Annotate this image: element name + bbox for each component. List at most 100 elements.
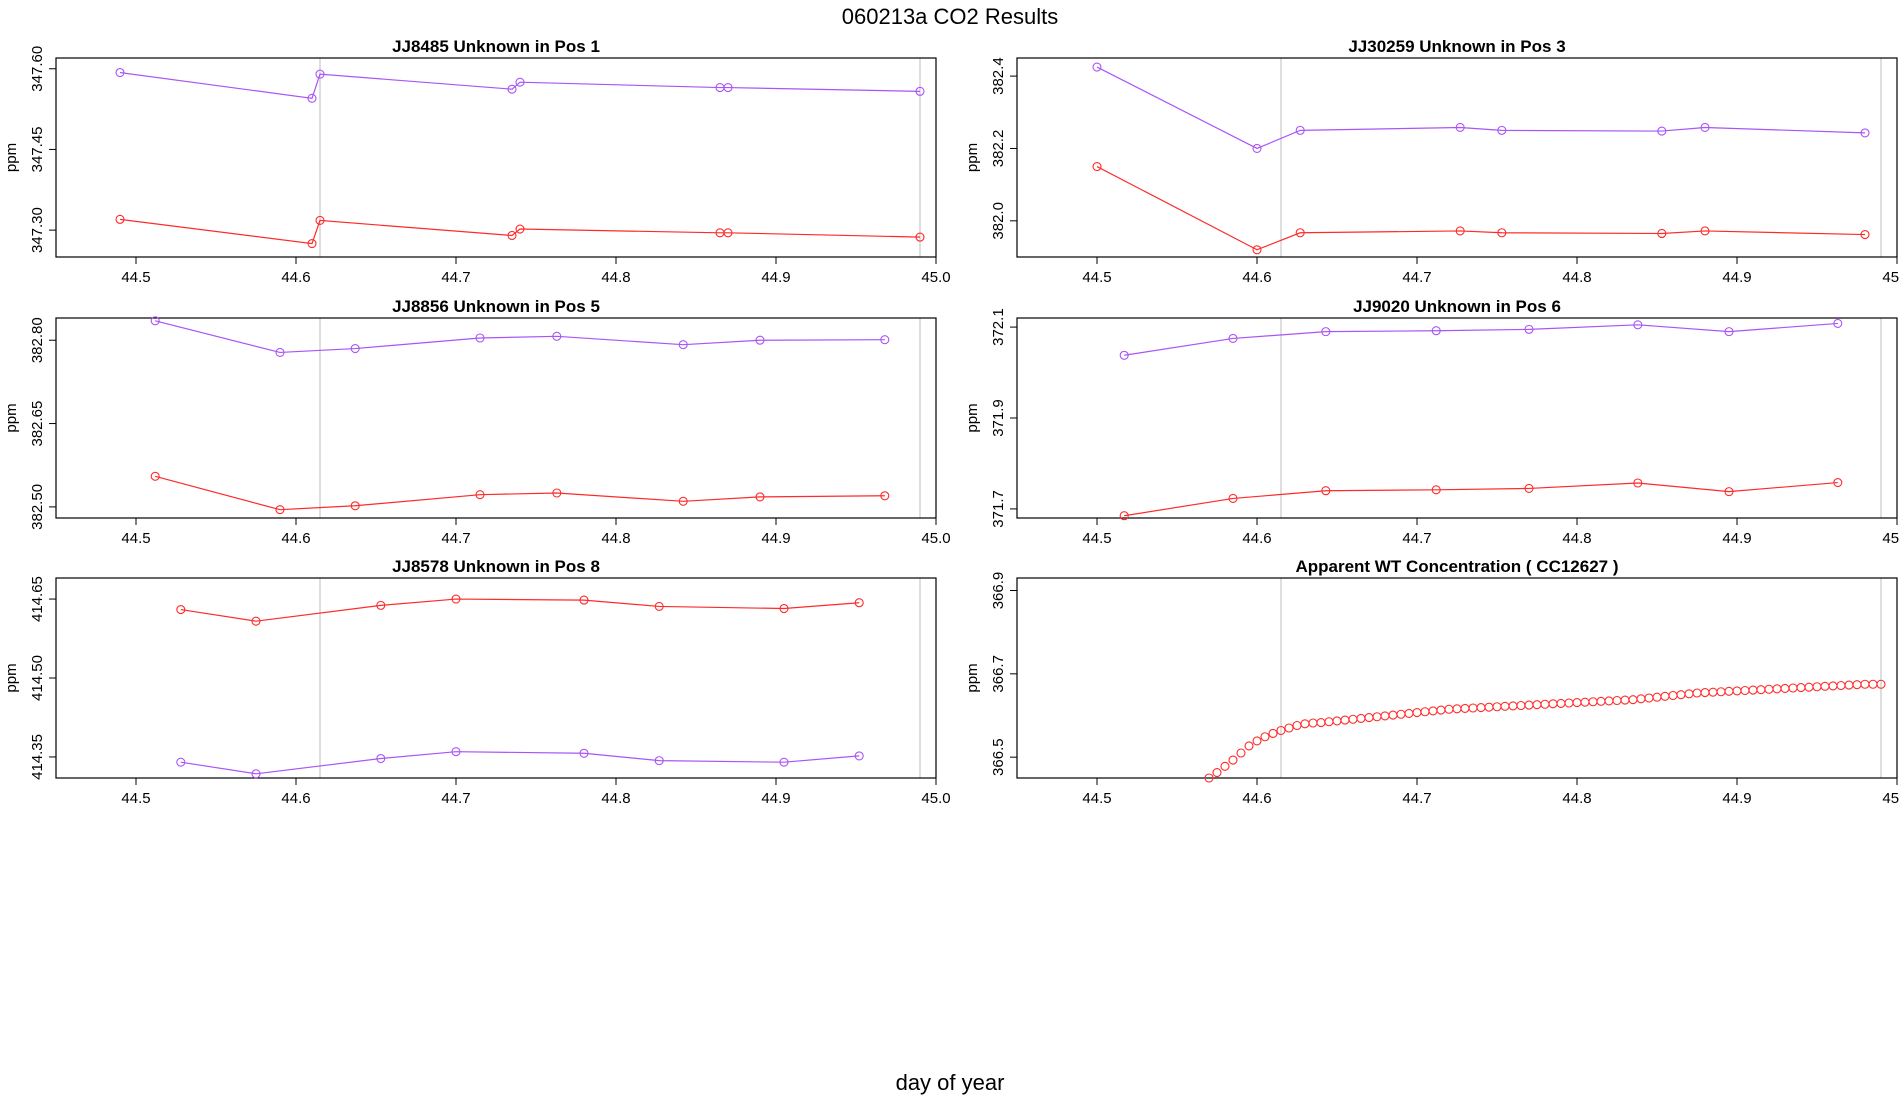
- data-point: [915, 86, 925, 96]
- data-point: [1604, 696, 1614, 706]
- data-point: [854, 598, 864, 608]
- data-point: [1657, 228, 1667, 239]
- x-tick-label: 45.0: [1882, 790, 1900, 807]
- x-tick-label: 45.0: [921, 269, 950, 286]
- series-line: [155, 475, 885, 511]
- data-point: [1812, 682, 1822, 692]
- data-point: [1252, 736, 1262, 746]
- x-tick-label: 44.6: [1242, 530, 1271, 547]
- panel-title: JJ8485 Unknown in Pos 1: [392, 37, 600, 56]
- series-line: [119, 71, 921, 99]
- data-point: [1860, 230, 1870, 240]
- data-point: [678, 340, 688, 350]
- data-point: [1652, 692, 1662, 702]
- data-point: [1460, 703, 1470, 713]
- x-tick-label: 44.7: [1402, 530, 1431, 547]
- data-point: [1300, 719, 1310, 729]
- data-point: [1564, 698, 1574, 708]
- data-point: [1780, 683, 1790, 693]
- series-1: [1119, 318, 1843, 360]
- data-point: [1412, 708, 1422, 718]
- data-point: [451, 594, 461, 604]
- series-2: [150, 471, 890, 515]
- data-point: [115, 214, 125, 224]
- data-point: [1868, 679, 1878, 689]
- data-point: [376, 600, 386, 610]
- data-point: [1431, 326, 1441, 336]
- data-point: [1340, 715, 1350, 725]
- series-2: [115, 214, 925, 249]
- x-tick-label: 44.9: [761, 269, 790, 286]
- data-point: [1796, 683, 1806, 693]
- series-1: [1204, 679, 1886, 783]
- y-tick-label: 382.2: [990, 130, 1007, 168]
- data-point: [1633, 478, 1643, 488]
- data-point: [1852, 680, 1862, 690]
- data-point: [654, 601, 664, 611]
- x-tick-label: 44.7: [441, 790, 470, 807]
- data-point: [1676, 690, 1686, 700]
- x-tick-label: 44.5: [1082, 269, 1111, 286]
- x-tick-label: 44.6: [1242, 269, 1271, 286]
- series-line: [155, 320, 885, 354]
- y-tick-label: 366.5: [990, 738, 1007, 776]
- x-tick-label: 44.7: [441, 269, 470, 286]
- data-point: [880, 491, 890, 501]
- data-point: [1700, 226, 1710, 236]
- series-2: [1119, 477, 1843, 521]
- data-point: [1724, 686, 1734, 696]
- data-point: [1092, 62, 1102, 72]
- data-point: [1455, 122, 1465, 133]
- data-point: [1497, 125, 1507, 135]
- data-point: [1252, 245, 1262, 255]
- chart-panel-3: JJ8856 Unknown in Pos 5 44.5 44.6 44.7 44.8 4…: [3, 297, 951, 547]
- x-tick-label: 44.8: [601, 530, 630, 547]
- data-point: [515, 77, 525, 87]
- data-point: [1596, 696, 1606, 706]
- series-line: [119, 218, 921, 245]
- data-point: [579, 595, 589, 605]
- plot-frame: [1016, 577, 1898, 779]
- data-point: [475, 490, 485, 500]
- data-point: [854, 751, 864, 761]
- data-point: [552, 488, 562, 498]
- series-line: [180, 751, 860, 775]
- panel-title: JJ8856 Unknown in Pos 5: [392, 297, 600, 316]
- data-point: [779, 603, 789, 614]
- data-point: [755, 335, 765, 345]
- data-point: [1476, 703, 1486, 713]
- data-point: [1788, 683, 1798, 693]
- data-point: [275, 505, 285, 515]
- y-tick-label: 414.50: [29, 655, 46, 701]
- data-point: [1212, 768, 1222, 778]
- data-point: [1508, 701, 1518, 711]
- series-line: [180, 598, 860, 622]
- data-point: [880, 335, 890, 345]
- data-point: [1420, 707, 1430, 717]
- data-point: [115, 67, 125, 78]
- data-point: [1228, 333, 1238, 344]
- data-point: [1396, 709, 1406, 719]
- data-point: [1268, 728, 1278, 738]
- data-point: [755, 492, 765, 502]
- data-point: [1572, 698, 1582, 708]
- y-tick-label: 382.4: [990, 57, 1007, 95]
- data-point: [1724, 327, 1734, 337]
- data-point: [1119, 511, 1129, 521]
- data-point: [1252, 143, 1262, 154]
- data-point: [1404, 708, 1414, 718]
- series-1: [115, 67, 925, 103]
- y-tick-label: 382.50: [29, 484, 46, 530]
- x-tick-label: 44.8: [1562, 269, 1591, 286]
- data-point: [1756, 685, 1766, 695]
- data-point: [350, 344, 360, 354]
- x-tick-label: 44.6: [281, 269, 310, 286]
- chart-panel-1: JJ8485 Unknown in Pos 1 44.5 44.6 44.7 44.8 4…: [3, 37, 951, 286]
- data-point: [1484, 702, 1494, 712]
- series-line: [1124, 322, 1838, 356]
- data-point: [1119, 350, 1129, 360]
- data-point: [1876, 679, 1886, 689]
- series-line: [1096, 66, 1866, 150]
- page-title: 060213a CO2 Results: [841, 4, 1059, 29]
- chart-panel-5: JJ8578 Unknown in Pos 8 44.5 44.6 44.7 44.8 4…: [3, 557, 951, 807]
